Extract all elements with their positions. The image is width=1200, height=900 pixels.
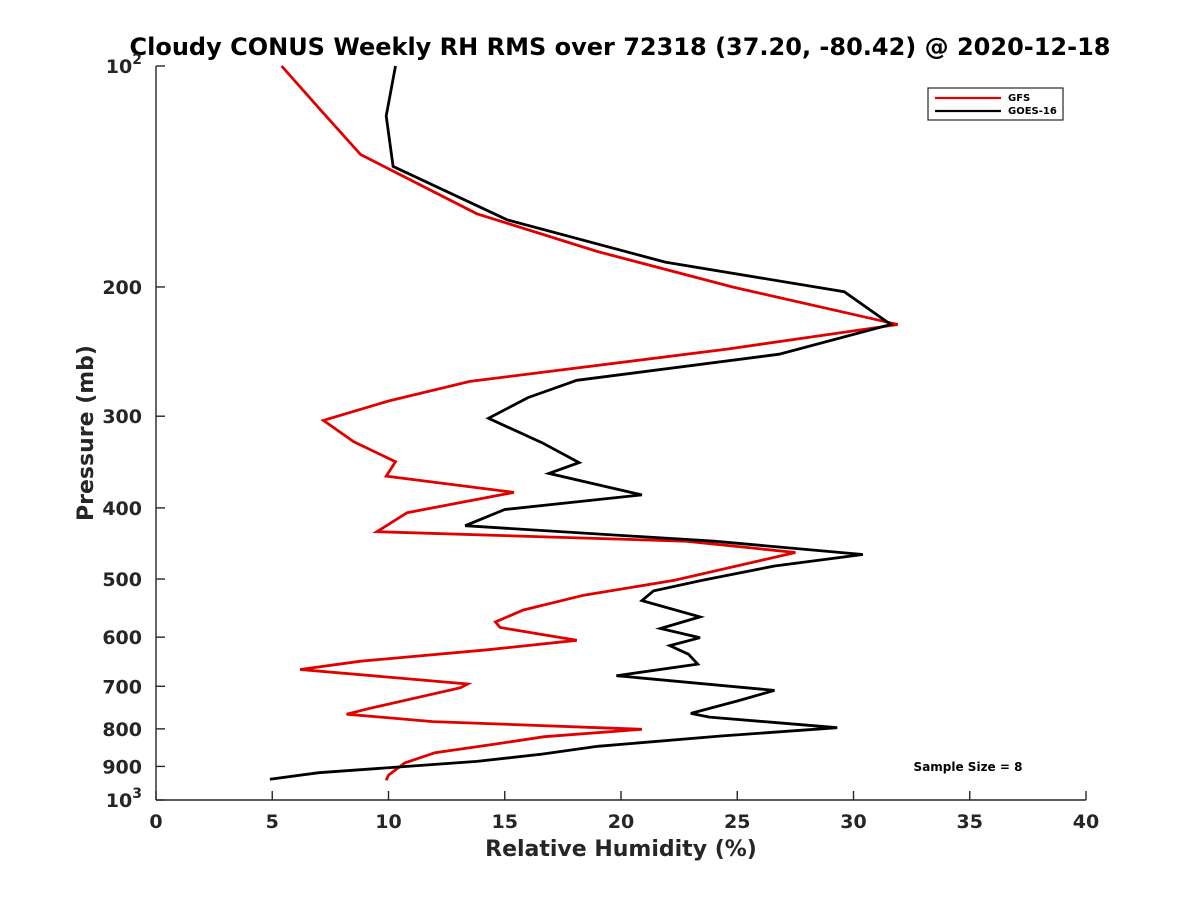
chart-title: Cloudy CONUS Weekly RH RMS over 72318 (3… <box>130 33 1111 61</box>
x-tick-label: 20 <box>608 811 634 833</box>
x-tick-label: 25 <box>724 811 750 833</box>
legend-label-goes16: GOES-16 <box>1008 106 1057 117</box>
series-line-gfs <box>280 65 899 781</box>
x-tick-label: 10 <box>375 811 401 833</box>
y-tick-label: 700 <box>102 676 142 698</box>
legend-box <box>927 87 1064 121</box>
legend-label-gfs: GFS <box>1008 93 1030 104</box>
y-tick-label: 102 <box>106 52 142 78</box>
sample-size-annotation: Sample Size = 8 <box>914 760 1023 774</box>
y-tick-label: 900 <box>102 756 142 778</box>
x-tick-label: 35 <box>957 811 983 833</box>
series-line-goes16 <box>269 65 894 781</box>
y-tick-label: 500 <box>102 569 142 591</box>
x-tick-label: 30 <box>840 811 866 833</box>
axes <box>155 66 1086 801</box>
x-tick-label: 5 <box>266 811 279 833</box>
x-ticks: 0 5 10 15 20 25 30 35 40 <box>149 791 1099 833</box>
legend: GFS GOES-16 <box>927 87 1064 121</box>
y-axis-label: Pressure (mb) <box>74 345 99 521</box>
y-ticks: 102 200 300 400 500 600 700 800 900 103 <box>102 52 165 812</box>
y-tick-label: 200 <box>102 277 142 299</box>
y-tick-label: 600 <box>102 627 142 649</box>
x-tick-label: 40 <box>1073 811 1099 833</box>
series-layer <box>269 65 899 781</box>
y-tick-label: 103 <box>106 786 142 812</box>
x-tick-label: 15 <box>492 811 518 833</box>
y-tick-label: 400 <box>102 498 142 520</box>
x-axis-label: Relative Humidity (%) <box>485 837 757 862</box>
x-tick-label: 0 <box>149 811 162 833</box>
y-tick-label: 300 <box>102 406 142 428</box>
y-tick-label: 800 <box>102 719 142 741</box>
